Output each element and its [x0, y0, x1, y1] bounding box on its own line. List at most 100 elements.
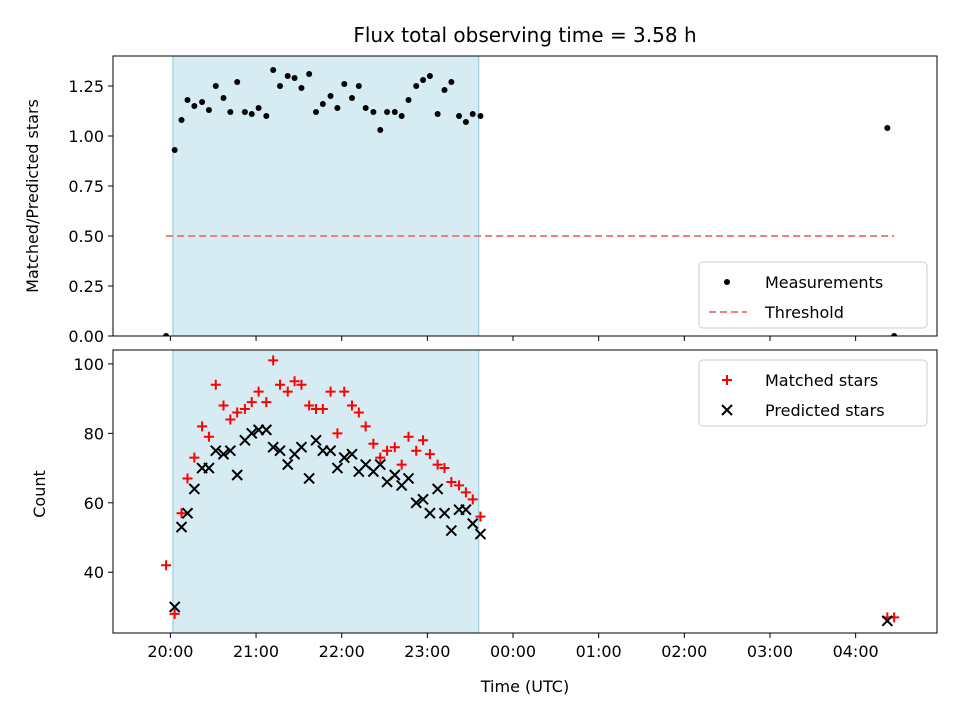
x-tick-label: 03:00	[747, 642, 793, 661]
measurements-point	[199, 99, 206, 105]
matched-stars-point	[161, 560, 172, 571]
legend-box	[698, 261, 928, 329]
measurements-point	[298, 85, 305, 91]
y-tick-label: 0.50	[68, 227, 104, 246]
predicted-stars-point	[331, 462, 344, 474]
matched-stars-point	[189, 452, 200, 463]
measurements-point	[241, 109, 248, 115]
measurements-point	[184, 97, 191, 103]
top-panel-ratio: 0.00 0.25 0.50 0.75 1.00 1.25 Measurements Thre…	[68, 55, 938, 346]
measurements-point	[462, 119, 469, 125]
measurements-point	[420, 77, 427, 83]
measurements-point	[255, 105, 262, 111]
measurements-point	[263, 113, 270, 119]
measurements-point	[469, 111, 476, 117]
y-tick-label: 1.00	[68, 127, 104, 146]
predicted-stars-point	[303, 472, 315, 485]
measurements-point	[362, 105, 369, 111]
y-tick-label: 80	[84, 424, 104, 443]
x-tick-label: 01:00	[576, 642, 622, 661]
x-tick-label: 02:00	[661, 642, 707, 661]
measurements-point	[319, 101, 326, 107]
legend-predicted-stars-label: Predicted stars	[765, 401, 885, 420]
matched-stars-point	[225, 414, 236, 425]
y-axis-label-ratio: Matched/Predicted stars	[23, 99, 42, 293]
matched-stars-point	[325, 386, 336, 397]
predicted-stars-point	[210, 444, 222, 457]
predicted-stars-point	[402, 472, 415, 485]
y-tick-label: 60	[84, 494, 104, 513]
matched-stars-point	[432, 459, 443, 470]
measurements-point	[477, 113, 484, 119]
measurements-point	[384, 109, 391, 115]
predicted-stars-point	[324, 444, 337, 457]
plot-area	[161, 350, 900, 633]
predicted-stars-point	[374, 458, 386, 471]
x-axis-label: Time (UTC)	[480, 677, 569, 696]
x-tick-label: 00:00	[490, 642, 536, 661]
predicted-stars-point	[310, 434, 322, 446]
matched-stars-point	[304, 400, 315, 411]
y-tick-label: 1.25	[68, 77, 104, 96]
matched-stars-point	[296, 379, 307, 390]
x-tick-label: 04:00	[833, 642, 879, 661]
matched-stars-point	[176, 508, 187, 519]
matched-stars-point	[268, 355, 279, 366]
observing-span	[172, 56, 480, 336]
predicted-stars-point	[175, 521, 188, 533]
measurements-point	[191, 103, 198, 109]
measurements-point	[205, 107, 212, 113]
matched-stars-point	[275, 379, 286, 390]
y-tick-label: 0.00	[68, 327, 104, 346]
matched-stars-point	[197, 421, 208, 432]
predicted-stars-point	[231, 469, 243, 481]
measurements-point	[212, 83, 219, 89]
measurements-point	[413, 83, 420, 89]
measurements-point	[441, 87, 448, 93]
matched-stars-point	[403, 431, 414, 442]
predicted-stars-point	[260, 424, 273, 436]
x-tick-label: 21:00	[233, 642, 279, 661]
predicted-stars-point	[467, 517, 479, 530]
y-tick-label: 40	[84, 563, 104, 582]
matched-stars-point	[424, 449, 435, 460]
matched-stars-point	[389, 442, 400, 453]
predicted-stars-point	[474, 528, 487, 540]
predicted-stars-point	[188, 483, 201, 495]
legend: Measurements Threshold	[698, 261, 928, 329]
matched-stars-point	[317, 404, 328, 415]
matched-stars-point	[375, 452, 386, 463]
matched-stars-point	[418, 435, 429, 446]
predicted-stars-point	[224, 444, 237, 457]
bottom-panel-counts: 40 60 80 100 20:00 21:00 22:00 23:00 00:00 01:00 0…	[73, 349, 938, 661]
matched-stars-point	[360, 421, 371, 432]
y-tick-label: 0.25	[68, 277, 104, 296]
matched-stars-point	[218, 400, 229, 411]
predicted-stars-point	[203, 462, 215, 474]
measurements-point	[270, 67, 277, 73]
matched-stars-point	[475, 511, 486, 522]
predicted-stars-point	[338, 451, 350, 464]
measurements-point	[248, 111, 255, 117]
legend-box	[698, 359, 928, 427]
legend: Matched stars Predicted stars	[698, 359, 928, 427]
measurements-point	[220, 95, 227, 101]
matched-stars-point	[460, 487, 471, 498]
measurements-point	[448, 79, 455, 85]
matched-stars-point	[253, 386, 264, 397]
predicted-stars-point	[346, 448, 358, 460]
measurements-point	[391, 109, 398, 115]
matched-stars-point	[446, 476, 457, 487]
x-tick-label: 20:00	[147, 642, 193, 661]
measurements-point	[313, 109, 320, 115]
predicted-stars-point	[417, 493, 429, 506]
legend-predicted-stars-swatch	[721, 404, 733, 416]
matched-stars-point	[454, 480, 465, 491]
predicted-stars-point	[460, 504, 472, 516]
predicted-stars-point	[438, 507, 451, 519]
measurements-point	[291, 75, 298, 81]
legend-matched-stars-label: Matched stars	[765, 371, 878, 390]
predicted-stars-point	[181, 507, 194, 519]
legend-matched-stars-swatch	[722, 375, 732, 385]
